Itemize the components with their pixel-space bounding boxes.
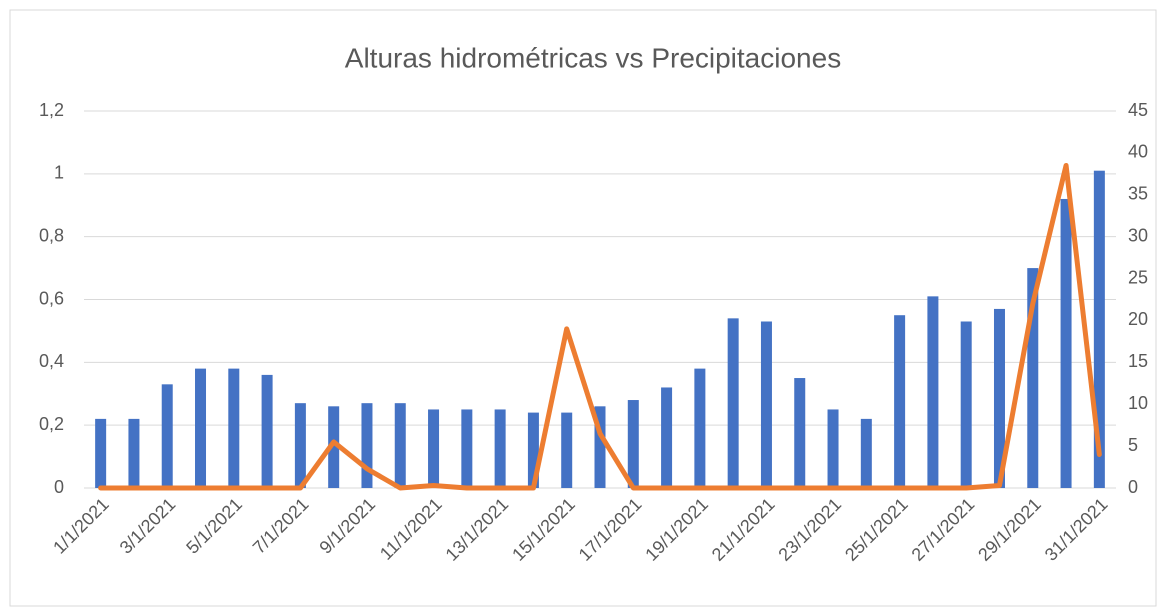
bar <box>760 321 772 488</box>
bar <box>195 368 207 488</box>
bar <box>794 378 806 488</box>
y2-tick-label: 5 <box>1128 435 1138 455</box>
bar <box>494 409 506 488</box>
y-tick-label: 0,6 <box>39 288 64 308</box>
bar <box>661 387 673 488</box>
y2-tick-label: 20 <box>1128 309 1148 329</box>
bar <box>1093 170 1105 489</box>
bar <box>1060 198 1072 488</box>
y-tick-label: 0,8 <box>39 225 64 245</box>
bar <box>860 418 872 488</box>
bar <box>228 368 240 488</box>
bar <box>594 406 606 488</box>
bar <box>361 403 373 488</box>
y2-tick-label: 25 <box>1128 267 1148 287</box>
bar <box>294 403 306 488</box>
y2-tick-label: 15 <box>1128 351 1148 371</box>
bar <box>927 296 939 488</box>
bar <box>561 412 573 488</box>
bar <box>627 400 639 488</box>
y-tick-label: 0,4 <box>39 351 64 371</box>
chart-border <box>9 9 1157 607</box>
y2-tick-label: 45 <box>1128 100 1148 120</box>
bar <box>328 406 340 488</box>
bar <box>827 409 839 488</box>
y2-tick-label: 35 <box>1128 184 1148 204</box>
bar <box>461 409 473 488</box>
bar <box>95 418 107 488</box>
bar <box>694 368 706 488</box>
bar <box>894 315 906 488</box>
line <box>98 162 1102 491</box>
bar <box>1027 268 1039 488</box>
bar <box>261 374 273 488</box>
bar <box>727 318 739 488</box>
bar <box>960 321 972 488</box>
bar <box>128 418 140 488</box>
bar <box>527 412 539 488</box>
y2-tick-label: 10 <box>1128 393 1148 413</box>
y2-tick-label: 30 <box>1128 225 1148 245</box>
bar <box>161 384 173 488</box>
chart-title: Alturas hidrométricas vs Precipitaciones <box>345 42 841 73</box>
y-tick-label: 1 <box>54 163 64 183</box>
y2-tick-label: 40 <box>1128 142 1148 162</box>
bar <box>993 308 1005 488</box>
bar <box>394 403 406 488</box>
y-tick-label: 1,2 <box>39 100 64 120</box>
y2-tick-label: 0 <box>1128 477 1138 497</box>
bar <box>428 409 440 488</box>
y-tick-label: 0,2 <box>39 414 64 434</box>
y-tick-label: 0 <box>54 477 64 497</box>
